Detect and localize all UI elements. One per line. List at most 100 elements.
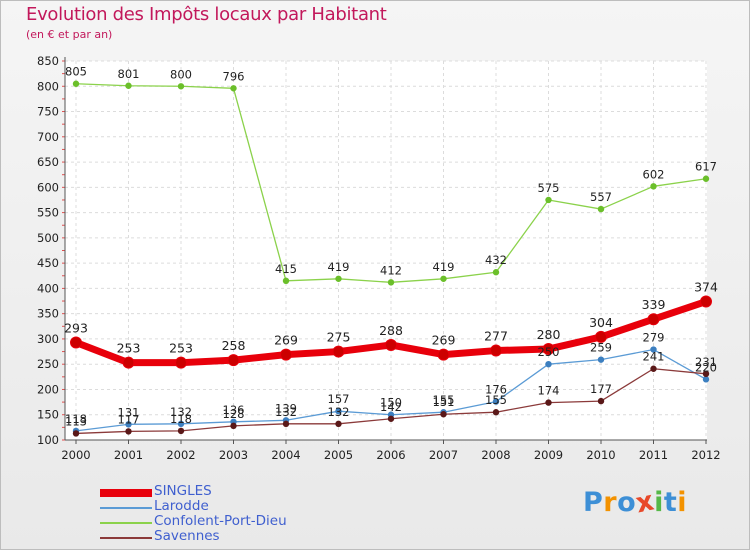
data-label-singles: 288	[379, 323, 403, 338]
y-tick-label: 800	[37, 79, 59, 93]
data-label-larodde: 279	[643, 331, 665, 345]
data-point-singles	[490, 344, 502, 357]
y-tick-label: 150	[37, 408, 59, 422]
data-label-confolent-port-dieu: 805	[65, 65, 87, 79]
data-point-confolent-port-dieu	[545, 196, 552, 204]
data-point-savennes	[230, 422, 237, 430]
data-point-confolent-port-dieu	[282, 277, 290, 285]
data-label-savennes: 128	[223, 407, 245, 421]
data-label-larodde: 132	[170, 405, 192, 419]
data-point-singles	[122, 356, 135, 369]
x-tick-label: 2009	[534, 448, 563, 462]
data-label-savennes: 155	[485, 393, 507, 407]
data-label-larodde: 139	[275, 401, 297, 415]
data-point-singles	[175, 356, 187, 369]
data-label-singles: 339	[642, 297, 666, 312]
data-label-larodde: 220	[695, 360, 717, 374]
y-tick-label: 250	[37, 357, 59, 371]
data-label-confolent-port-dieu: 575	[538, 181, 560, 195]
data-label-singles: 293	[64, 320, 88, 335]
data-point-larodde	[125, 421, 132, 428]
data-label-larodde: 131	[118, 405, 140, 419]
logo-letter: P	[583, 487, 604, 518]
data-point-singles	[595, 330, 607, 343]
data-label-larodde: 118	[65, 412, 87, 426]
data-point-savennes	[282, 420, 290, 428]
data-label-larodde: 157	[328, 392, 350, 406]
data-label-singles: 275	[327, 330, 351, 345]
x-tick-label: 2010	[586, 448, 615, 462]
grid-lines	[65, 60, 707, 441]
data-point-savennes	[177, 427, 185, 435]
data-label-confolent-port-dieu: 415	[275, 262, 297, 276]
y-tick-label: 450	[37, 256, 59, 270]
data-label-confolent-port-dieu: 412	[380, 263, 402, 277]
x-tick-label: 2004	[271, 448, 300, 462]
y-tick-label: 650	[37, 155, 59, 169]
data-label-singles: 280	[537, 327, 561, 342]
data-label-savennes: 241	[643, 350, 665, 364]
logo-letter: o	[617, 487, 637, 518]
data-point-savennes	[597, 397, 605, 405]
legend-label: Savennes	[154, 528, 220, 544]
data-label-larodde: 155	[433, 393, 455, 407]
y-tick-label: 850	[37, 54, 59, 68]
x-tick-label: 2001	[114, 448, 143, 462]
legend-label: SINGLES	[154, 483, 212, 499]
data-point-larodde	[177, 420, 185, 428]
y-tick-label: 300	[37, 332, 59, 346]
data-point-larodde	[545, 361, 552, 368]
y-tick-label: 100	[37, 433, 59, 447]
data-label-savennes: 132	[275, 405, 297, 419]
data-label-larodde: 250	[538, 345, 560, 359]
data-label-savennes: 113	[65, 414, 87, 428]
logo-letter: t	[663, 487, 678, 518]
data-point-confolent-port-dieu	[650, 183, 657, 190]
x-tick-label: 2008	[481, 448, 510, 462]
data-point-savennes	[72, 430, 80, 437]
data-label-singles: 253	[117, 341, 141, 356]
y-tick-label: 600	[37, 180, 59, 194]
data-point-savennes	[492, 409, 500, 416]
legend-label: Confolent-Port-Dieu	[154, 513, 287, 529]
y-tick-label: 200	[37, 382, 59, 396]
data-label-confolent-port-dieu: 801	[118, 67, 140, 81]
data-point-confolent-port-dieu	[440, 275, 447, 282]
data-point-savennes	[125, 428, 132, 435]
y-tick-label: 700	[37, 130, 59, 144]
data-label-confolent-port-dieu: 796	[223, 69, 245, 83]
data-label-savennes: 177	[590, 382, 612, 396]
y-tick-label: 550	[37, 206, 59, 220]
series-lines	[70, 80, 712, 437]
data-label-confolent-port-dieu: 419	[328, 260, 350, 274]
data-point-larodde	[597, 356, 605, 363]
data-point-confolent-port-dieu	[177, 83, 185, 90]
data-labels: 805 801 800 796 415 419 412 419 432 575 557 602 617 1…	[64, 65, 718, 429]
data-point-confolent-port-dieu	[702, 175, 710, 182]
logo-letter: i	[654, 487, 664, 518]
axes: 100 150 200 250 300 350 400 450 500 550 600 650 700 7…	[37, 54, 721, 462]
logo-letter: r	[603, 487, 618, 518]
data-point-singles	[70, 336, 82, 349]
data-point-confolent-port-dieu	[335, 275, 342, 282]
x-tick-label: 2005	[324, 448, 353, 462]
data-label-confolent-port-dieu: 800	[170, 67, 192, 81]
chart-title: Evolution des Impôts locaux par Habitant	[26, 4, 387, 25]
data-label-singles: 269	[432, 333, 456, 348]
legend-label: Larodde	[154, 498, 209, 514]
data-point-confolent-port-dieu	[125, 82, 132, 89]
x-tick-label: 2007	[429, 448, 458, 462]
x-tick-label: 2006	[376, 448, 405, 462]
data-point-confolent-port-dieu	[72, 80, 80, 87]
data-point-confolent-port-dieu	[597, 205, 605, 213]
data-point-singles	[647, 313, 660, 326]
data-label-singles: 269	[274, 333, 298, 348]
data-label-savennes: 151	[433, 395, 455, 409]
data-label-confolent-port-dieu: 432	[485, 253, 507, 267]
data-point-larodde	[650, 346, 657, 353]
y-tick-label: 500	[37, 231, 59, 245]
data-label-singles: 277	[484, 329, 508, 344]
legend-swatch	[100, 489, 152, 497]
data-point-confolent-port-dieu	[387, 279, 395, 286]
data-point-singles	[437, 348, 450, 361]
